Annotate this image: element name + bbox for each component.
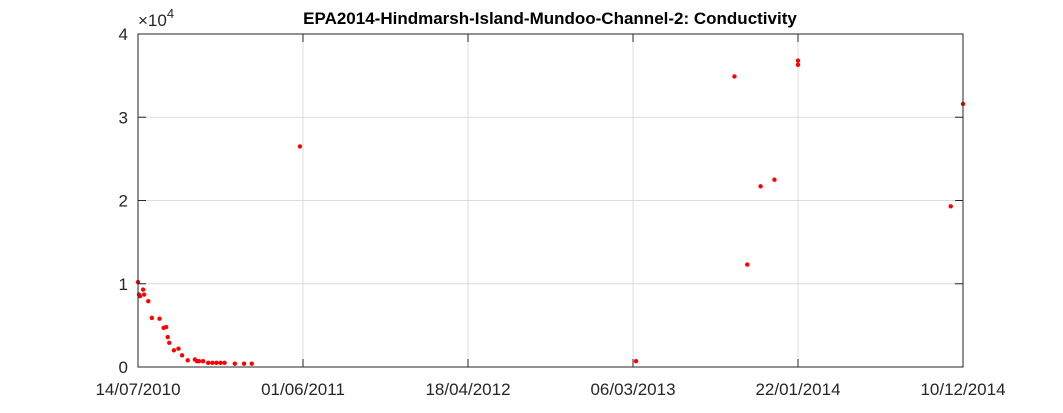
data-point: [241, 361, 247, 366]
data-point: [167, 340, 172, 346]
grid-lines: [138, 34, 963, 367]
x-tick-label: 01/06/2011: [261, 380, 345, 399]
x-tick-label: 10/12/2014: [920, 380, 1005, 399]
x-tick-label: 14/07/2010: [95, 380, 180, 399]
data-point: [249, 361, 254, 366]
data-point: [146, 299, 151, 304]
data-point: [185, 358, 190, 363]
chart-title: EPA2014-Hindmarsh-Island-Mundoo-Channel-…: [303, 9, 797, 28]
data-point: [297, 144, 303, 149]
data-point: [795, 58, 801, 63]
data-point: [200, 358, 206, 364]
y-tick-label: 2: [119, 192, 128, 211]
data-point: [948, 204, 953, 209]
data-point: [149, 315, 155, 321]
data-point: [196, 358, 202, 364]
y-tick-label: 3: [119, 108, 128, 127]
x-tick-label: 22/01/2014: [755, 380, 840, 399]
data-point: [795, 62, 801, 68]
x-tick-label: 06/03/2013: [590, 380, 675, 399]
data-point: [140, 287, 146, 292]
data-point: [141, 292, 147, 297]
data-point: [218, 360, 223, 366]
data-point: [171, 348, 177, 353]
x-tick-label: 18/04/2012: [425, 380, 510, 399]
data-point: [176, 346, 181, 351]
data-points: [135, 58, 966, 366]
y-tick-label: 4: [119, 25, 128, 44]
data-point: [214, 360, 219, 366]
data-point: [745, 262, 750, 267]
y-exponent-base: ×10: [138, 11, 167, 30]
x-tick-labels: 14/07/2010 01/06/2011 18/04/2012 06/03/2013…: [95, 380, 1005, 399]
data-point: [232, 361, 238, 366]
data-point: [758, 184, 763, 189]
data-point: [633, 358, 639, 364]
y-tick-label: 0: [119, 358, 128, 377]
y-exponent-label: ×104: [138, 6, 174, 30]
data-point: [137, 294, 143, 299]
data-point: [222, 360, 227, 366]
y-tick-label: 1: [119, 275, 128, 294]
data-point: [206, 360, 211, 366]
data-point: [179, 353, 185, 358]
axis-ticks: [137, 33, 964, 368]
data-point: [163, 324, 169, 330]
y-exponent-power: 4: [167, 6, 174, 21]
y-tick-labels: 0 1 2 3 4: [119, 25, 128, 377]
data-point: [772, 177, 777, 182]
data-point: [165, 334, 170, 340]
data-point: [157, 316, 162, 321]
data-point: [732, 74, 737, 79]
data-point: [210, 360, 215, 366]
